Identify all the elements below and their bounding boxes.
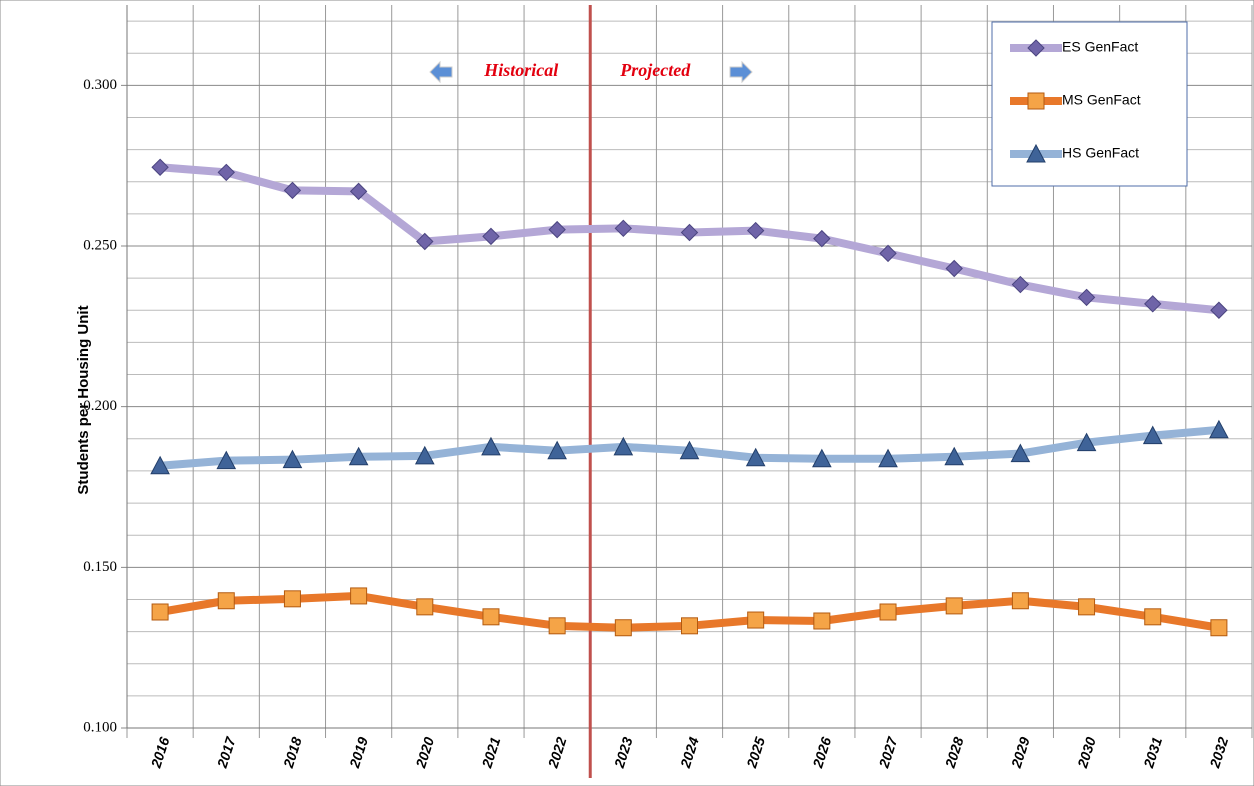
marker (1076, 432, 1097, 452)
marker (878, 448, 898, 468)
marker (349, 182, 368, 201)
marker (1144, 295, 1162, 313)
legend-marker (1027, 39, 1045, 57)
marker (283, 181, 302, 200)
marker (1144, 608, 1162, 626)
legend-label: HS GenFact (1062, 145, 1139, 161)
legend-marker (1026, 143, 1046, 163)
marker (614, 219, 633, 238)
marker (812, 448, 832, 468)
y-axis-label: Students per Housing Unit (75, 305, 92, 494)
marker (745, 447, 766, 467)
marker (944, 446, 965, 466)
marker (150, 455, 170, 475)
marker (1209, 419, 1229, 439)
marker (151, 158, 169, 176)
marker (613, 436, 634, 456)
marker (680, 223, 699, 242)
marker (416, 232, 434, 251)
marker (548, 617, 566, 635)
marker (813, 612, 831, 630)
marker (1210, 301, 1228, 319)
marker (217, 592, 235, 610)
legend-label: ES GenFact (1062, 39, 1138, 55)
marker (348, 446, 369, 466)
marker (1078, 598, 1096, 616)
legend-label: MS GenFact (1062, 92, 1141, 108)
marker (548, 220, 566, 239)
annotation: Projected (619, 60, 691, 80)
marker (746, 221, 765, 240)
y-tick-label: 0.250 (83, 237, 117, 253)
y-tick-label: 0.150 (83, 559, 117, 575)
marker (945, 259, 963, 278)
marker (813, 229, 831, 248)
marker (216, 450, 237, 470)
marker (1210, 619, 1228, 637)
marker (679, 440, 700, 460)
marker (282, 449, 303, 469)
marker (1011, 275, 1030, 294)
marker (614, 619, 632, 637)
marker (681, 617, 698, 635)
marker (547, 440, 567, 460)
marker (414, 445, 435, 465)
marker (1011, 592, 1029, 610)
y-tick-label: 0.100 (83, 719, 117, 735)
marker (879, 603, 897, 621)
marker (416, 598, 434, 616)
legend-marker (1027, 92, 1045, 110)
arrow-right (729, 60, 753, 84)
marker (1010, 443, 1031, 463)
y-tick-label: 0.300 (83, 77, 117, 93)
marker (945, 597, 963, 615)
marker (1142, 425, 1163, 445)
marker (482, 608, 500, 626)
marker (482, 227, 500, 246)
marker (747, 611, 765, 629)
marker (217, 163, 235, 182)
annotation: Historical (483, 60, 558, 80)
marker (151, 603, 169, 621)
marker (1077, 288, 1096, 307)
marker (350, 587, 368, 605)
marker (879, 244, 897, 263)
marker (283, 590, 301, 608)
marker (481, 436, 501, 456)
arrow-left (429, 60, 453, 84)
y-tick-label: 0.200 (83, 398, 117, 414)
